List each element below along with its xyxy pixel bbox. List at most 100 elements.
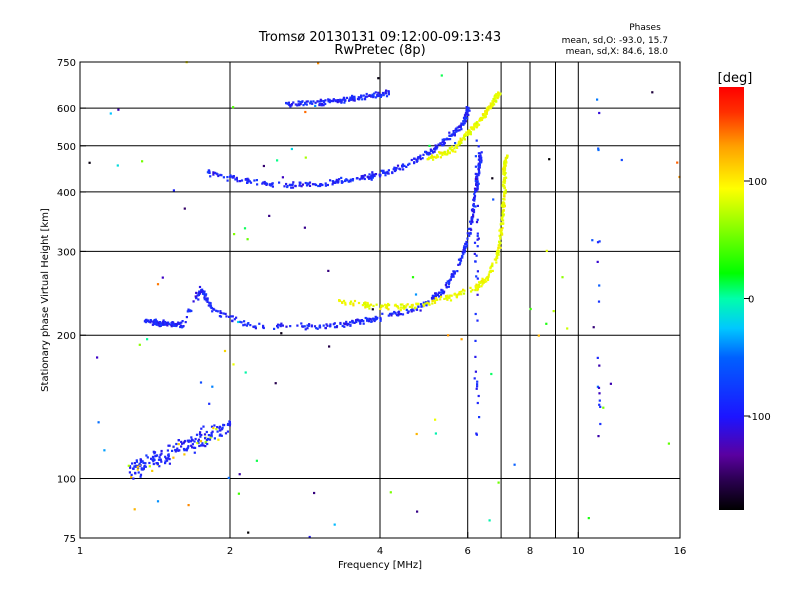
trace-point [301,100,304,103]
trace-point [499,246,502,249]
trace-point [451,148,454,151]
e-layer-point [198,433,201,436]
trace-point [149,321,152,324]
trace-point [340,101,343,104]
e-layer-point [167,453,170,456]
trace-point [388,313,392,316]
trace-point [503,187,506,190]
outlier-point [597,300,601,303]
trace-point [401,164,404,167]
trace-point [344,303,347,306]
phase-stats-heading: Phases [629,23,661,33]
trace-point [279,325,282,328]
trace-point [400,306,403,309]
outlier-point [474,312,477,316]
trace-point [426,158,429,161]
trace-point [463,250,466,253]
trace-point [458,291,461,294]
trace-point [336,181,340,184]
trace-point [480,118,484,121]
trace-point [475,122,478,125]
trace-point [407,163,410,166]
trace-point [208,171,211,174]
outlier-point [268,214,271,217]
trace-point [500,222,503,225]
e-layer-point [221,426,224,429]
trace-point [359,319,362,322]
e-layer-point [128,471,131,474]
trace-point [326,183,329,187]
trace-point [331,183,334,186]
trace-point [501,214,505,217]
e-layer-point [152,460,155,463]
trace-point [380,169,383,172]
outlier-point [476,383,479,386]
outlier-point [476,270,479,273]
trace-point [352,304,355,307]
e-layer-point [145,454,148,457]
trace-point [357,96,360,99]
phase-stats-x: mean, sd,X: 84.6, 18.0 [566,47,669,57]
outlier-point [389,491,392,494]
e-layer-point [128,465,132,468]
trace-point [145,319,148,322]
outlier-point [247,531,250,534]
trace-point [463,138,466,141]
trace-point [271,185,274,188]
trace-point [175,323,178,326]
trace-point [479,161,483,164]
trace-point [480,159,483,162]
trace-point [332,181,335,184]
trace-point [487,106,490,109]
trace-point [489,102,492,105]
outlier-point [529,307,532,311]
trace-point [197,298,200,301]
trace-point [471,127,475,130]
trace-point [175,324,178,328]
trace-point [306,182,309,185]
trace-point [349,321,352,324]
trace-point [288,104,291,107]
outlier-point [552,310,555,313]
trace-point [433,155,436,158]
trace-point [314,101,317,104]
trace-point [219,310,222,313]
trace-point [278,181,281,184]
trace-point [332,180,335,183]
trace-point [290,103,294,106]
e-layer-point [159,453,162,456]
trace-point [461,123,464,126]
trace-point [305,103,308,106]
outlier-point [141,160,144,163]
trace-point [450,134,453,137]
e-layer-point [183,453,186,456]
trace-point [165,321,169,325]
trace-point [222,312,225,315]
trace-point [147,319,150,322]
trace-point [359,321,362,324]
trace-point [471,221,474,224]
trace-point [234,178,237,181]
trace-point [186,310,189,313]
e-layer-point [191,446,194,449]
trace-point [459,137,462,140]
trace-point [222,176,225,179]
trace-point [164,321,167,325]
trace-point [197,293,200,296]
trace-point [390,314,393,317]
trace-point [434,294,437,297]
trace-point [263,180,266,184]
trace-point [437,143,440,146]
trace-point [326,324,329,327]
trace-point [398,313,401,316]
trace-point [330,100,333,103]
trace-point [465,242,468,246]
e-layer-point [198,444,201,448]
trace-point [406,303,409,306]
trace-point [304,328,307,331]
trace-point [461,254,464,257]
trace-point [477,162,480,165]
e-layer-point [224,432,228,435]
trace-point [292,181,295,184]
trace-point [465,131,468,134]
